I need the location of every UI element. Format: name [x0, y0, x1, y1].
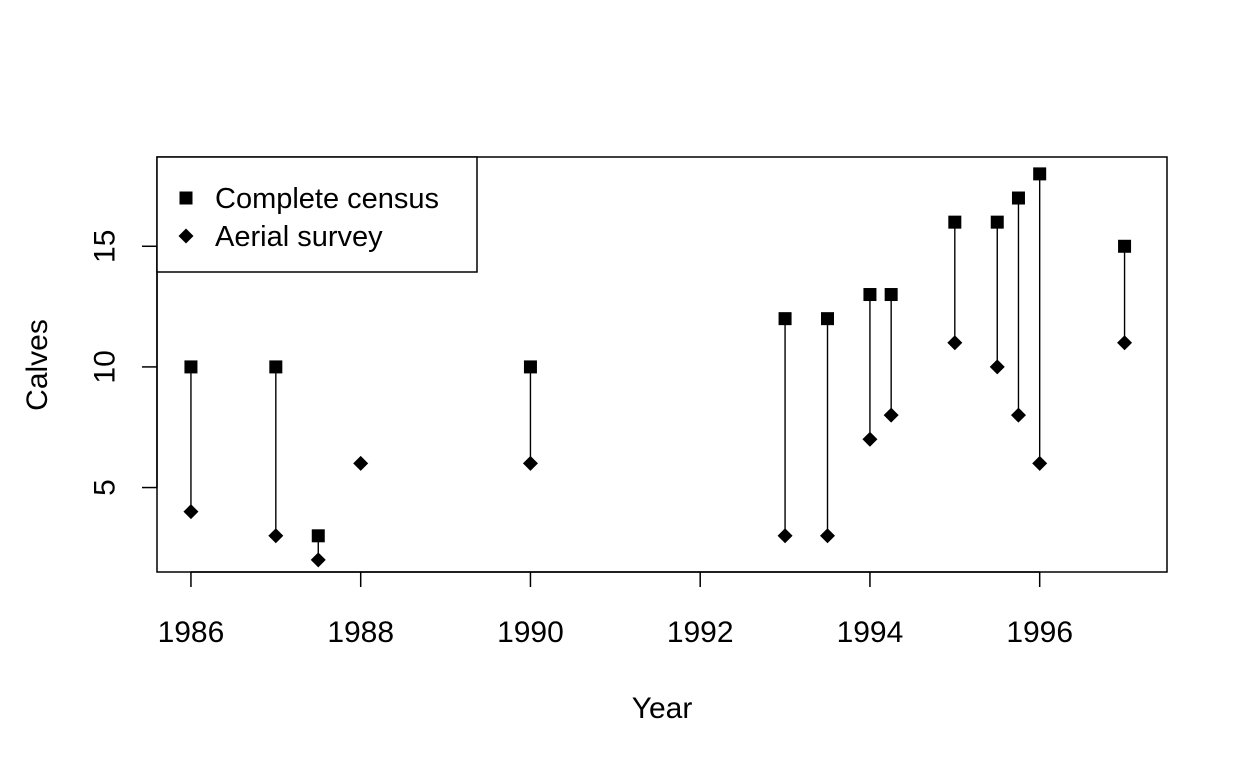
census-point — [778, 312, 792, 326]
x-tick-label: 1986 — [158, 616, 225, 649]
aerial-point — [353, 455, 369, 471]
aerial-point — [777, 528, 793, 544]
data-points — [183, 167, 1133, 568]
aerial-point — [183, 504, 199, 520]
x-tick-label: 1992 — [667, 616, 734, 649]
census-point — [1118, 239, 1132, 253]
aerial-point — [862, 431, 878, 447]
aerial-point — [1117, 335, 1133, 351]
aerial-point — [989, 359, 1005, 375]
legend-marker-census — [179, 191, 193, 205]
census-point — [1033, 167, 1047, 181]
aerial-point — [947, 335, 963, 351]
x-axis-label: Year — [632, 692, 693, 725]
census-point — [184, 360, 198, 374]
census-point — [884, 288, 898, 302]
aerial-point — [268, 528, 284, 544]
aerial-point — [1010, 407, 1026, 423]
census-point — [821, 312, 835, 326]
y-tick-label: 15 — [89, 230, 122, 263]
census-point — [990, 215, 1004, 229]
x-tick-label: 1988 — [327, 616, 394, 649]
aerial-point — [820, 528, 836, 544]
census-point — [311, 529, 325, 543]
aerial-point — [1032, 455, 1048, 471]
aerial-point — [883, 407, 899, 423]
legend-label-census: Complete census — [215, 183, 439, 215]
census-point — [863, 288, 877, 302]
legend-marker-aerial — [178, 228, 194, 244]
y-tick-label: 10 — [89, 350, 122, 383]
connector-lines — [190, 173, 1126, 560]
x-tick-label: 1990 — [497, 616, 564, 649]
y-axis-label: Calves — [21, 319, 54, 411]
legend-label-aerial: Aerial survey — [215, 221, 383, 253]
census-point — [1011, 191, 1025, 205]
y-tick-label: 5 — [89, 479, 122, 496]
legend: Complete census Aerial survey — [156, 156, 478, 273]
x-tick-label: 1994 — [837, 616, 904, 649]
census-point — [523, 360, 537, 374]
aerial-point — [310, 552, 326, 568]
census-point — [948, 215, 962, 229]
y-axis: 5 10 15 — [89, 230, 158, 496]
x-tick-label: 1996 — [1006, 616, 1073, 649]
aerial-point — [522, 455, 538, 471]
x-axis: 1986 1988 1990 1992 1994 1996 — [158, 571, 1073, 649]
census-point — [269, 360, 283, 374]
legend-box — [156, 156, 478, 273]
